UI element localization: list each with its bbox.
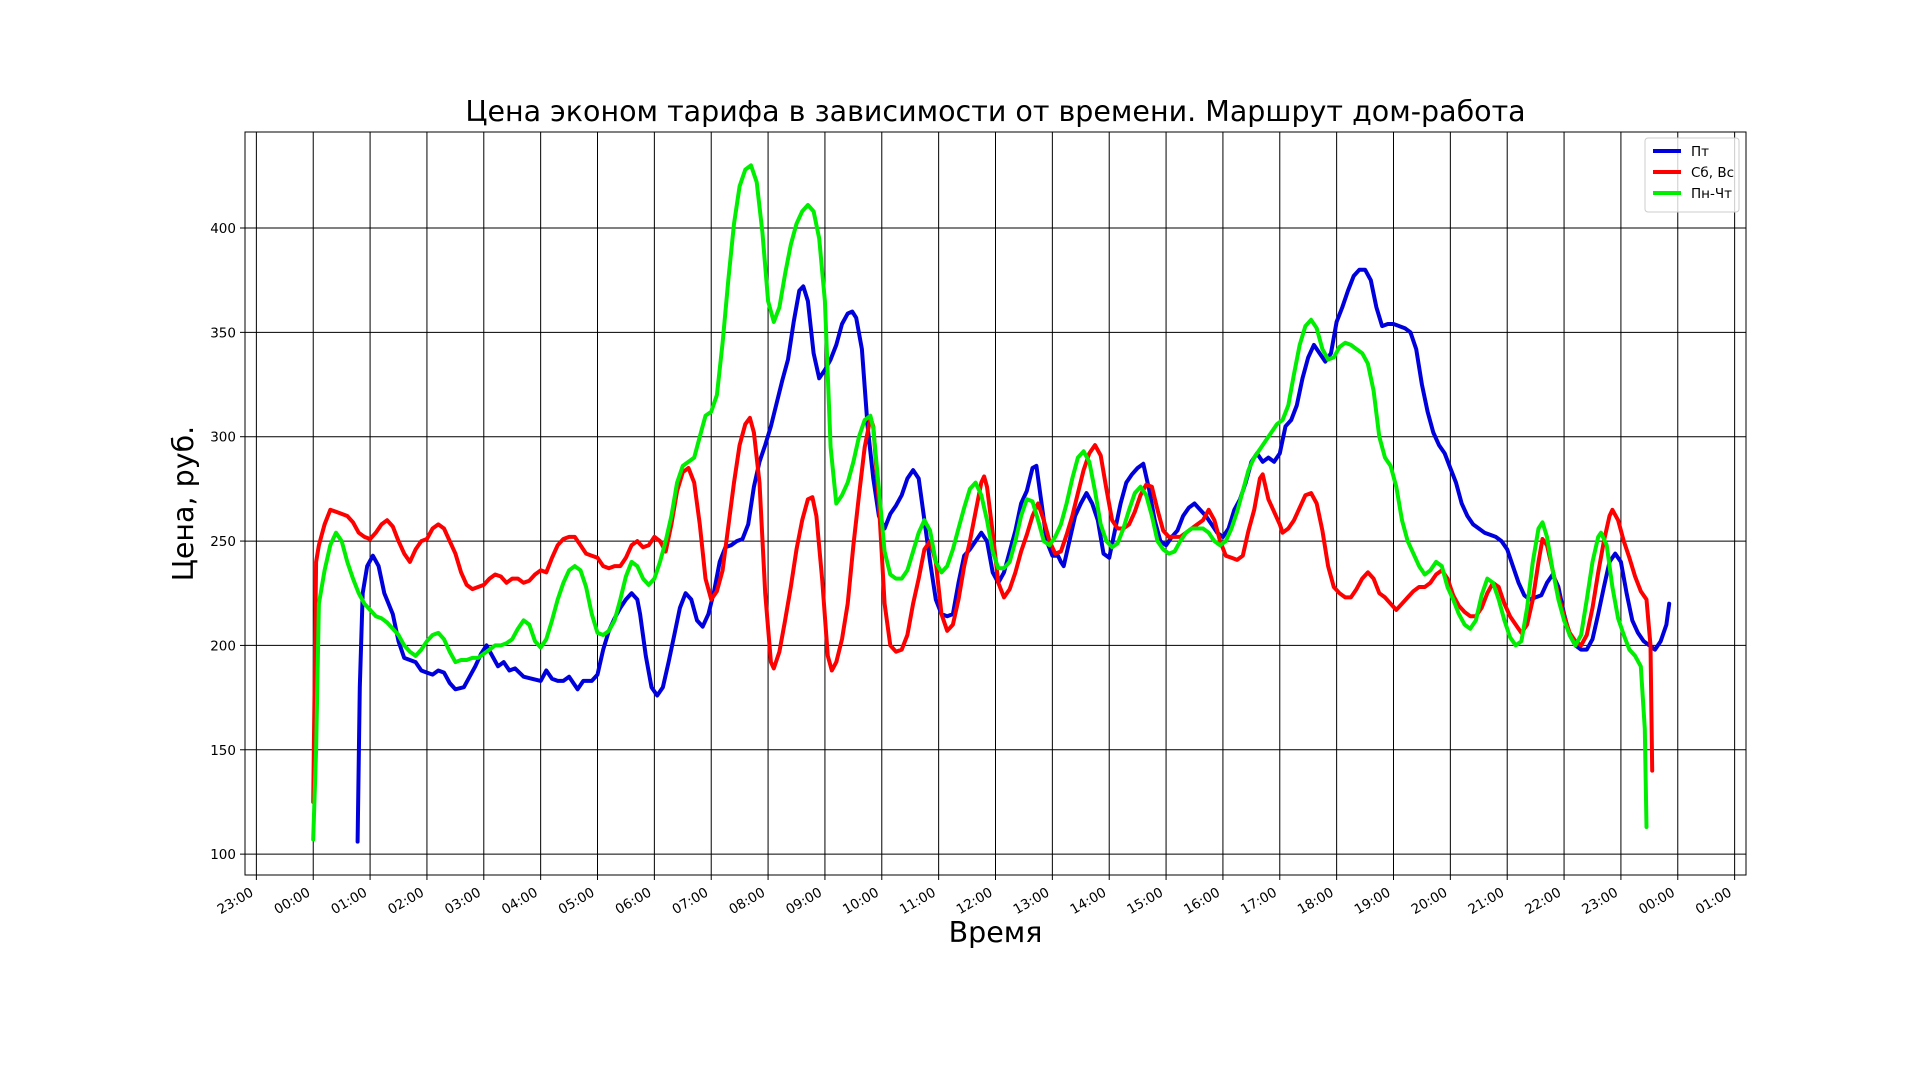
y-tick-label: 200 (210, 638, 236, 654)
series-lines (311, 163, 1672, 844)
series-line-1 (355, 267, 1672, 844)
y-tick-label: 400 (210, 221, 236, 237)
y-axis-label: Цена, руб. (167, 426, 200, 581)
y-tick-label: 100 (210, 847, 236, 863)
grid (245, 132, 1746, 875)
y-tick-label: 250 (210, 534, 236, 550)
chart-title: Цена эконом тарифа в зависимости от врем… (465, 95, 1525, 128)
y-axis-ticks: 100 150 200 250 300 350 400 (210, 221, 245, 863)
legend-label: Пн-Чт (1691, 186, 1732, 202)
legend-label: Сб, Вс (1691, 165, 1734, 181)
series-line-2 (311, 415, 1655, 804)
y-tick-label: 300 (210, 430, 236, 446)
y-tick-label: 350 (210, 325, 236, 341)
series-line-3 (311, 163, 1649, 842)
legend: Пт Сб, Вс Пн-Чт (1644, 137, 1740, 213)
x-axis-label: Время (949, 916, 1043, 949)
y-tick-label: 150 (210, 743, 236, 759)
legend-label: Пт (1691, 144, 1709, 160)
